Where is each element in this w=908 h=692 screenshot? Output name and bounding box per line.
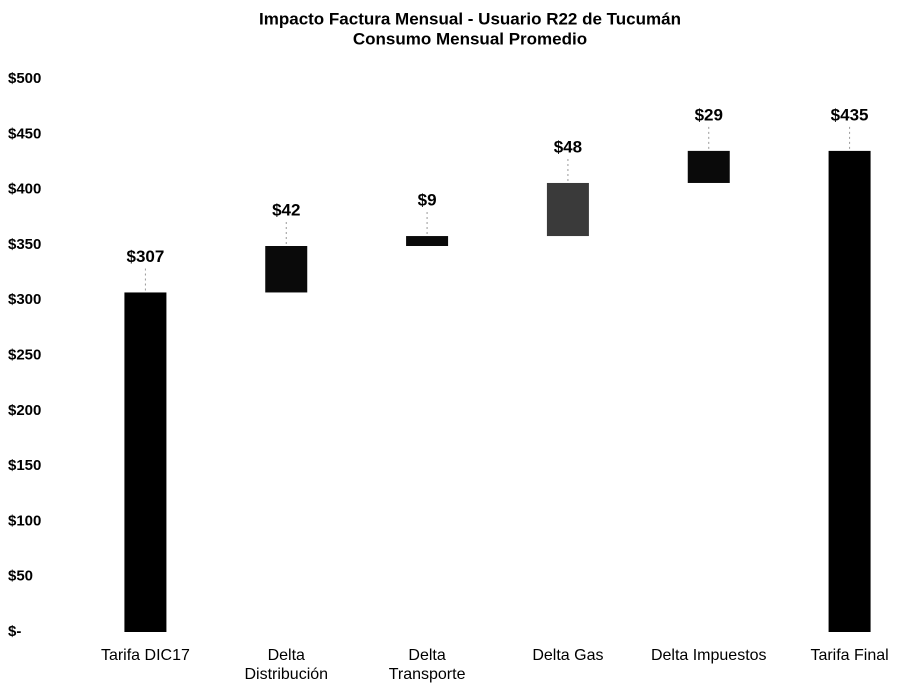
y-tick-label: $450	[8, 125, 41, 142]
bar	[124, 292, 167, 632]
value-label: $435	[831, 105, 869, 124]
value-label: $29	[695, 105, 723, 124]
y-tick-label: $100	[8, 512, 41, 529]
y-tick-label: $300	[8, 291, 41, 308]
bar	[546, 182, 589, 237]
value-label: $307	[127, 247, 165, 266]
x-tick-label: Delta Impuestos	[650, 647, 767, 664]
y-tick-label: $-	[8, 623, 21, 640]
y-tick-label: $350	[8, 236, 41, 253]
bar	[265, 246, 308, 293]
bar	[406, 236, 449, 247]
value-label: $48	[554, 137, 582, 156]
x-tick-label: Delta Transporte	[388, 647, 466, 683]
y-tick-label: $500	[8, 70, 41, 87]
value-label: $42	[272, 200, 300, 219]
y-tick-label: $50	[8, 568, 33, 585]
chart-title: Impacto Factura Mensual - Usuario R22 de…	[259, 9, 681, 28]
x-tick-label: Tarifa DIC17	[100, 647, 190, 664]
x-tick-label: Tarifa Final	[810, 647, 889, 664]
bar	[687, 150, 730, 183]
y-tick-label: $250	[8, 346, 41, 363]
x-tick-label: Delta Distribución	[244, 647, 329, 683]
chart-subtitle: Consumo Mensual Promedio	[353, 29, 587, 48]
x-tick-label: Delta Gas	[532, 647, 604, 664]
y-tick-label: $150	[8, 457, 41, 474]
value-label: $9	[418, 191, 437, 210]
y-tick-label: $400	[8, 181, 41, 198]
bar	[828, 150, 871, 632]
y-tick-label: $200	[8, 402, 41, 419]
